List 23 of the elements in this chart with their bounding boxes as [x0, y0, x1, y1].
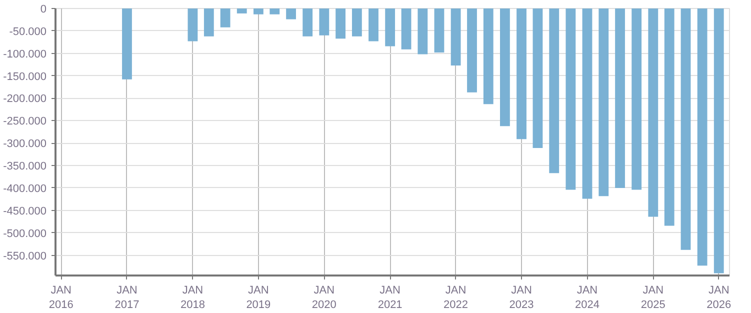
y-tick-label: -400.000 [3, 182, 47, 195]
x-tick-label: JAN 2020 [312, 284, 336, 311]
x-tick-label: JAN 2025 [640, 284, 666, 311]
x-tick-label: JAN 2023 [509, 284, 534, 311]
x-tick-label: JAN 2018 [180, 284, 205, 311]
y-tick-label: -450.000 [3, 205, 47, 218]
x-tick-label: JAN 2024 [575, 284, 600, 311]
y-tick-label: -100.000 [3, 48, 47, 60]
y-tick-label: -150.000 [3, 70, 47, 83]
x-tick-label: JAN 2019 [246, 284, 271, 311]
y-tick-label: -250.000 [3, 116, 47, 128]
x-tick-label: JAN 2026 [706, 284, 732, 311]
x-tick-label: JAN 2022 [444, 284, 468, 311]
y-tick-label: -550.000 [3, 250, 47, 262]
x-tick-label: JAN 2017 [114, 284, 140, 311]
x-tick-label: JAN 2021 [378, 284, 402, 311]
y-tick-label: 0 [40, 4, 47, 16]
y-tick-label: -300.000 [3, 138, 47, 150]
y-tick-label: -50.000 [9, 26, 47, 38]
y-tick-label: -500.000 [3, 228, 47, 240]
x-tick-label: JAN 2016 [48, 284, 74, 311]
y-tick-label: -200.000 [3, 93, 47, 106]
y-tick-label: -350.000 [3, 160, 47, 173]
